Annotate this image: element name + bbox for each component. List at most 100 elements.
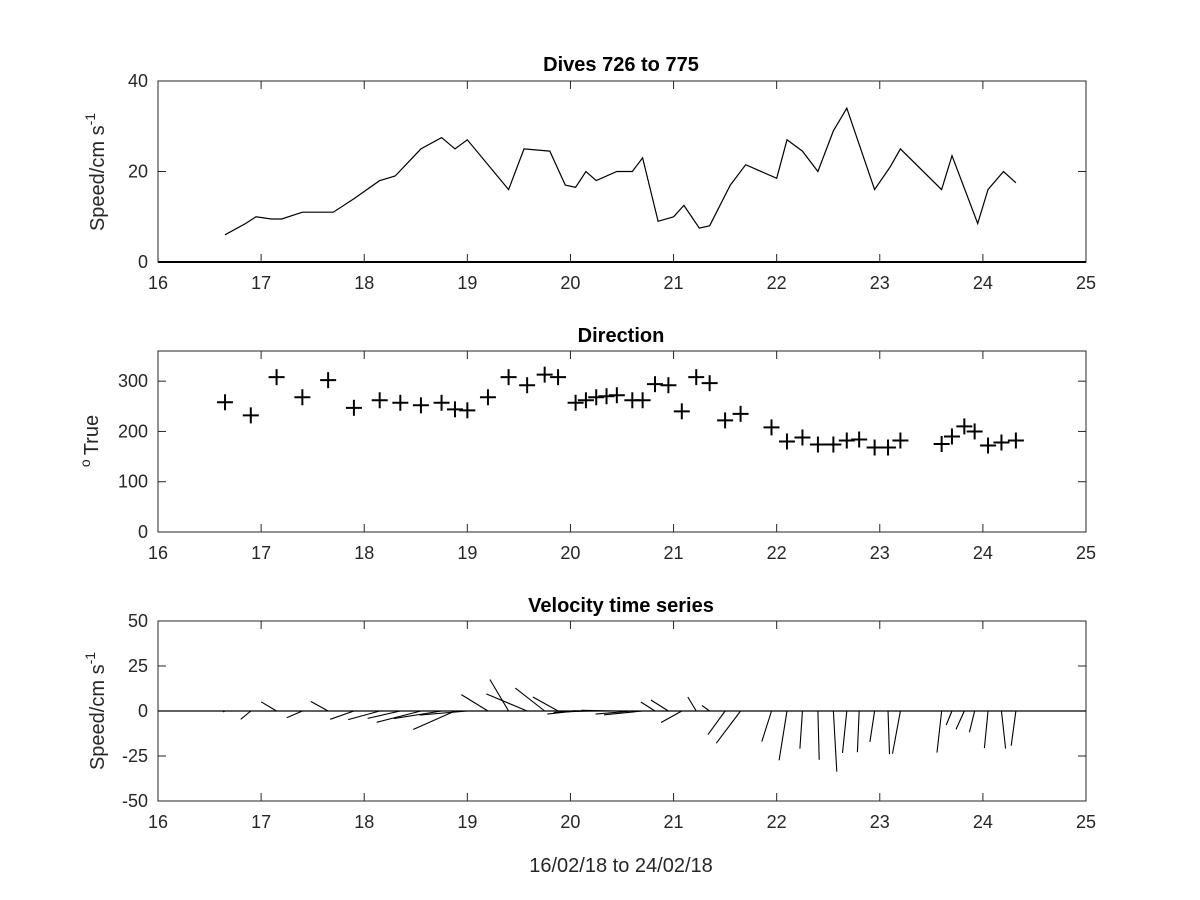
- velocity-x-tick-label: 24: [973, 812, 993, 832]
- velocity-stick: [1000, 710, 1007, 749]
- direction-point: [980, 437, 997, 454]
- velocity-x-tick-label: 19: [457, 812, 477, 832]
- velocity-panel: Velocity time series Speed/cm s-1 16/02/…: [82, 595, 1096, 877]
- velocity-x-tick-label: 25: [1076, 812, 1096, 832]
- velocity-stick: [330, 710, 355, 720]
- speed-x-tick-label: 20: [560, 273, 580, 293]
- speed-x-tick-label: 17: [251, 273, 271, 293]
- direction-point: [217, 394, 234, 411]
- velocity-stick: [286, 710, 303, 719]
- direction-point: [851, 431, 868, 448]
- speed-x-tick-label: 23: [870, 273, 890, 293]
- direction-x-tick-label: 19: [457, 543, 477, 563]
- velocity-stick: [936, 710, 943, 753]
- direction-point: [660, 377, 677, 394]
- velocity-stick: [393, 710, 442, 720]
- velocity-stick: [887, 710, 891, 755]
- direction-point: [866, 439, 883, 456]
- direction-point: [519, 377, 536, 394]
- direction-y-axis-label-degree: o: [77, 459, 93, 467]
- velocity-stick: [376, 710, 422, 723]
- direction-point: [242, 407, 259, 424]
- direction-point: [794, 429, 811, 446]
- velocity-stick: [968, 710, 976, 733]
- direction-point: [345, 399, 362, 416]
- direction-point: [933, 436, 950, 453]
- speed-x-tick-label: 18: [354, 273, 374, 293]
- velocity-stick: [660, 710, 683, 723]
- direction-point: [993, 434, 1010, 451]
- velocity-y-axis-label: Speed/cm s-1: [82, 652, 109, 770]
- direction-point: [268, 369, 285, 386]
- direction-x-tick-label: 23: [870, 543, 890, 563]
- velocity-chart-title: Velocity time series: [528, 595, 714, 617]
- direction-point: [956, 418, 973, 435]
- velocity-stick: [532, 696, 559, 712]
- velocity-stick: [461, 694, 489, 712]
- direction-x-tick-label: 24: [973, 543, 993, 563]
- direction-point: [892, 432, 909, 449]
- velocity-stick: [310, 701, 329, 712]
- velocity-stick: [222, 710, 226, 713]
- velocity-y-axis-label-exponent: -1: [82, 652, 98, 665]
- velocity-x-tick-label: 21: [664, 812, 684, 832]
- velocity-stick: [595, 710, 633, 715]
- velocity-stick: [799, 710, 803, 749]
- velocity-y-tick-label: 25: [128, 656, 148, 676]
- direction-point: [646, 376, 663, 393]
- velocity-stick: [832, 710, 838, 772]
- direction-point: [577, 392, 594, 409]
- direction-point: [446, 401, 463, 418]
- speed-x-tick-label: 22: [767, 273, 787, 293]
- direction-point: [459, 402, 476, 419]
- velocity-y-tick-label: 0: [138, 701, 148, 721]
- velocity-x-tick-label: 20: [560, 812, 580, 832]
- direction-y-axis-label: o True: [77, 415, 103, 467]
- direction-point: [294, 389, 311, 406]
- velocity-y-axis-label-text: Speed/cm s: [87, 664, 109, 770]
- direction-point: [1007, 432, 1024, 449]
- velocity-stick: [715, 710, 742, 744]
- velocity-x-tick-label: 22: [767, 812, 787, 832]
- direction-point: [608, 387, 625, 404]
- velocity-y-tick-label: -50: [122, 791, 148, 811]
- speed-y-axis-label-text: Speed/cm s: [87, 125, 109, 231]
- direction-point: [880, 439, 897, 456]
- direction-point: [500, 369, 517, 386]
- speed-y-axis-label-exponent: -1: [82, 113, 98, 126]
- velocity-stick: [486, 693, 528, 712]
- velocity-x-axis-label: 16/02/18 to 24/02/18: [529, 855, 713, 877]
- speed-y-tick-label: 0: [138, 252, 148, 272]
- direction-chart-title: Direction: [578, 325, 665, 347]
- direction-y-tick-label: 200: [118, 421, 148, 441]
- direction-point: [550, 369, 567, 386]
- velocity-stick: [687, 696, 697, 712]
- direction-point: [412, 397, 429, 414]
- velocity-stick: [945, 710, 953, 726]
- direction-x-tick-label: 17: [251, 543, 271, 563]
- velocity-x-tick-label: 16: [148, 812, 168, 832]
- velocity-stick: [514, 687, 546, 712]
- velocity-y-tick-label: 50: [128, 611, 148, 631]
- direction-point: [536, 366, 553, 383]
- direction-y-axis-label-text: True: [81, 415, 103, 455]
- velocity-stick: [955, 710, 965, 730]
- direction-point: [809, 436, 826, 453]
- direction-point: [688, 369, 705, 386]
- direction-point: [943, 428, 960, 445]
- velocity-stick: [891, 710, 901, 754]
- direction-point: [433, 394, 450, 411]
- direction-x-tick-label: 20: [560, 543, 580, 563]
- velocity-stick: [604, 710, 643, 716]
- direction-point: [634, 392, 651, 409]
- direction-point: [717, 412, 734, 429]
- velocity-stick: [348, 710, 380, 721]
- speed-y-tick-label: 40: [128, 71, 148, 91]
- speed-series-line: [224, 106, 1017, 236]
- direction-point: [479, 389, 496, 406]
- velocity-stick: [367, 710, 401, 719]
- speed-x-tick-label: 25: [1076, 273, 1096, 293]
- velocity-stick: [640, 701, 656, 712]
- velocity-stick: [581, 709, 617, 712]
